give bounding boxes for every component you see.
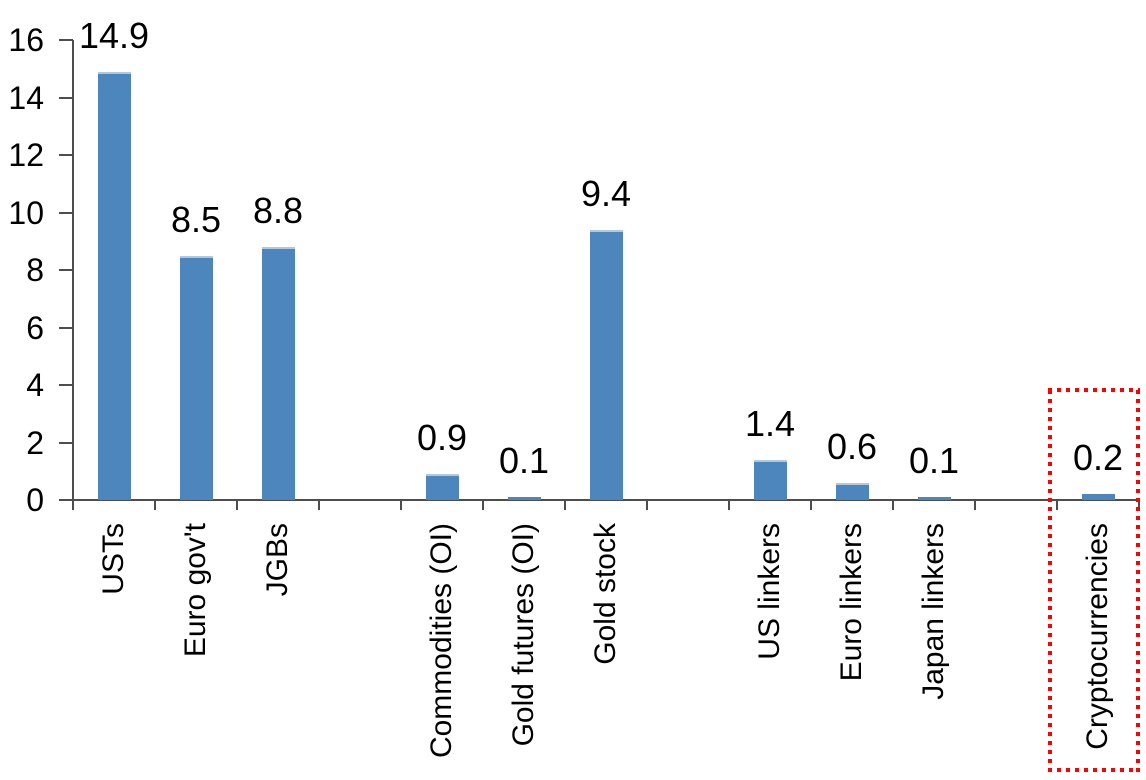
x-axis-tick — [974, 500, 976, 510]
y-axis-tick — [59, 39, 73, 41]
y-axis-tick-label: 12 — [8, 137, 44, 173]
x-axis-tick — [810, 500, 812, 510]
y-axis-line — [72, 40, 74, 500]
x-axis-tick — [236, 500, 238, 510]
bar-value-label: 0.1 — [908, 440, 960, 481]
y-axis-tick — [59, 384, 73, 386]
category-label: Gold futures (OI) — [507, 523, 540, 747]
bar-value-label: 9.4 — [580, 173, 632, 214]
bar — [425, 474, 459, 500]
x-axis-tick — [1056, 500, 1058, 510]
bar-value-label: 8.8 — [252, 190, 304, 231]
highlight-box — [1048, 388, 1140, 772]
bar — [835, 483, 869, 500]
x-axis-tick — [482, 500, 484, 510]
y-axis-tick-label: 8 — [26, 252, 44, 288]
x-axis-tick — [318, 500, 320, 510]
category-label: JGBs — [261, 523, 294, 597]
bar — [179, 256, 213, 500]
bar — [753, 460, 787, 500]
highlight-box-right-edge — [1136, 388, 1140, 772]
x-axis-tick — [564, 500, 566, 510]
bar — [261, 247, 295, 500]
y-axis-tick-label: 14 — [8, 79, 44, 116]
category-label: Euro gov't — [179, 523, 212, 658]
x-axis-tick — [154, 500, 156, 510]
bar-value-label: 1.4 — [744, 403, 796, 444]
y-axis-tick — [59, 441, 73, 444]
bar — [917, 497, 951, 500]
category-label: Commodities (OI) — [425, 523, 458, 759]
category-label: Gold stock — [589, 523, 622, 665]
bar — [589, 230, 623, 500]
y-axis-tick — [59, 269, 73, 271]
x-axis-line — [72, 499, 1140, 501]
y-axis-tick-label: 10 — [8, 194, 44, 231]
highlight-box-bottom-edge — [1048, 768, 1140, 772]
y-axis-tick-label: 0 — [26, 482, 44, 518]
y-axis-tick — [59, 499, 73, 501]
x-axis-tick — [728, 500, 730, 510]
y-axis-tick-label: 16 — [8, 22, 44, 58]
y-axis-tick — [59, 326, 73, 329]
highlight-box-left-edge — [1048, 388, 1052, 772]
bar-value-label: 14.9 — [78, 15, 150, 56]
x-axis-tick — [400, 500, 402, 510]
bar-value-label: 0.9 — [416, 417, 468, 458]
bar — [507, 497, 541, 500]
category-label: US linkers — [753, 523, 786, 660]
x-axis-tick — [72, 500, 74, 510]
x-axis-tick — [646, 500, 648, 510]
highlight-box-top-edge — [1048, 388, 1140, 392]
y-axis-tick-label: 4 — [26, 367, 44, 403]
x-axis-tick — [892, 500, 894, 510]
category-label: Japan linkers — [917, 523, 950, 700]
y-axis-tick — [59, 211, 73, 214]
category-label: Euro linkers — [835, 523, 868, 682]
bar-value-label: 0.1 — [498, 440, 550, 481]
bar-value-label: 0.6 — [826, 426, 878, 467]
bar-value-label: 8.5 — [170, 199, 222, 240]
y-axis-tick — [59, 96, 73, 99]
bar-value-label: 0.2 — [1072, 437, 1124, 478]
y-axis-tick — [59, 154, 73, 156]
category-label: USTs — [97, 523, 130, 595]
y-axis-tick-label: 2 — [26, 424, 44, 461]
y-axis-tick-label: 6 — [26, 309, 44, 346]
bar — [1081, 494, 1115, 500]
bar — [97, 72, 131, 500]
